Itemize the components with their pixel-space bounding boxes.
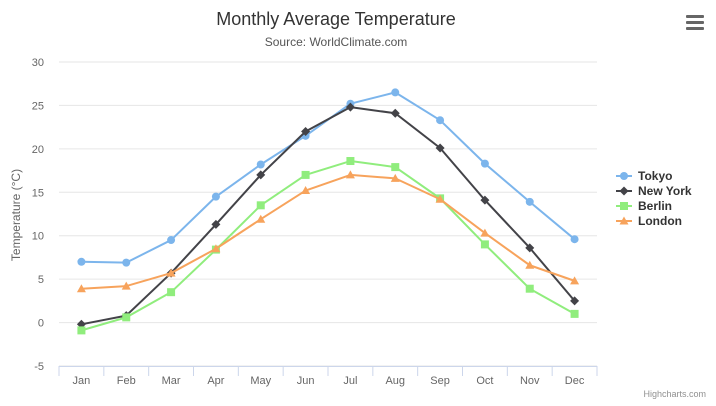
series-tokyo (77, 88, 579, 267)
series-line-berlin (80, 160, 576, 332)
data-point-tokyo (77, 257, 86, 266)
plot-area (76, 88, 580, 335)
legend-marker-berlin (620, 202, 628, 210)
data-point-new-york (435, 143, 445, 153)
data-point-tokyo (256, 160, 265, 169)
data-point-tokyo (391, 88, 400, 97)
x-tick-label: Jun (297, 375, 315, 387)
x-tick-label: Nov (520, 375, 540, 387)
x-tick-label: Mar (162, 375, 181, 387)
series-line-new-york (80, 106, 576, 326)
data-point-london (480, 228, 490, 237)
data-point-new-york (211, 219, 221, 229)
data-point-london (570, 276, 580, 285)
hamburger-menu-icon-bar[interactable] (686, 27, 704, 30)
legend-item-new-york[interactable]: New York (616, 184, 692, 198)
data-point-berlin (301, 170, 310, 179)
data-point-new-york (256, 170, 266, 180)
legend-label-berlin[interactable]: Berlin (638, 199, 672, 213)
data-point-london (166, 268, 176, 277)
data-point-berlin (77, 326, 86, 335)
chart-subtitle: Source: WorldClimate.com (265, 35, 408, 49)
x-tick-label: May (250, 375, 271, 387)
y-axis-label: Temperature (°C) (9, 169, 23, 261)
data-point-london (390, 173, 400, 182)
gridlines (59, 61, 597, 367)
x-tick-label: Dec (565, 375, 585, 387)
data-point-new-york (480, 195, 490, 205)
series-london (76, 170, 580, 293)
data-point-london (121, 281, 131, 290)
data-point-london (525, 260, 535, 269)
y-tick-label: 0 (38, 318, 44, 330)
data-point-tokyo (570, 235, 579, 244)
y-tick-label: 15 (32, 187, 44, 199)
y-tick-label: 10 (32, 231, 44, 243)
data-point-tokyo (167, 236, 176, 245)
series-new-york (76, 102, 580, 329)
x-tick-label: Jan (73, 375, 91, 387)
series-line-tokyo (80, 91, 576, 264)
x-tick-label: Oct (476, 375, 493, 387)
data-point-london (345, 170, 355, 179)
legend-marker-london (619, 216, 629, 225)
data-point-new-york (301, 126, 311, 136)
data-point-new-york (345, 102, 355, 112)
data-point-tokyo (211, 192, 220, 201)
series-line-london (80, 173, 576, 290)
y-tick-label: 25 (32, 100, 44, 112)
data-point-london (211, 244, 221, 253)
data-point-london (435, 194, 445, 203)
data-point-berlin (391, 163, 400, 172)
y-axis-ticks: -5 0 5 10 15 20 25 30 (32, 57, 44, 373)
x-tick-label: Sep (430, 375, 450, 387)
legend-marker-new-york (619, 186, 629, 196)
x-tick-label: Aug (385, 375, 405, 387)
data-point-berlin (167, 288, 176, 297)
credits-link[interactable]: Highcharts.com (643, 389, 706, 399)
data-point-berlin (256, 201, 265, 210)
data-point-tokyo (480, 159, 489, 168)
x-tick-label: Apr (207, 375, 224, 387)
data-point-berlin (122, 313, 131, 322)
legend-item-london[interactable]: London (616, 214, 682, 228)
y-tick-label: 20 (32, 144, 44, 156)
data-point-london (256, 214, 266, 223)
x-axis: Jan Feb Mar Apr May Jun Jul Aug Sep Oct Nov Dec (58, 366, 598, 387)
legend-label-tokyo[interactable]: Tokyo (638, 169, 672, 183)
hamburger-menu-icon[interactable] (686, 15, 704, 18)
y-tick-label: 30 (32, 57, 44, 69)
data-point-new-york (570, 296, 580, 306)
legend-marker-tokyo (620, 172, 628, 180)
data-point-berlin (346, 157, 355, 166)
data-point-berlin (525, 284, 534, 293)
data-point-berlin (570, 309, 579, 318)
data-point-new-york (390, 108, 400, 118)
legend-label-new-york[interactable]: New York (638, 184, 692, 198)
x-tick-label: Jul (343, 375, 357, 387)
legend-item-tokyo[interactable]: Tokyo (616, 169, 672, 183)
legend-item-berlin[interactable]: Berlin (616, 199, 672, 213)
data-point-new-york (525, 243, 535, 253)
x-tick-label: Feb (117, 375, 136, 387)
data-point-berlin (480, 240, 489, 249)
data-point-tokyo (122, 258, 131, 267)
context-menu-button[interactable] (684, 12, 706, 32)
chart-title: Monthly Average Temperature (216, 9, 455, 29)
y-tick-label: 5 (38, 274, 44, 286)
data-point-london (76, 284, 86, 293)
data-point-tokyo (436, 116, 445, 125)
data-point-london (301, 186, 311, 195)
legend-label-london[interactable]: London (638, 214, 682, 228)
hamburger-menu-icon-bar[interactable] (686, 21, 704, 24)
data-point-tokyo (525, 197, 534, 206)
y-tick-label: -5 (34, 361, 44, 373)
